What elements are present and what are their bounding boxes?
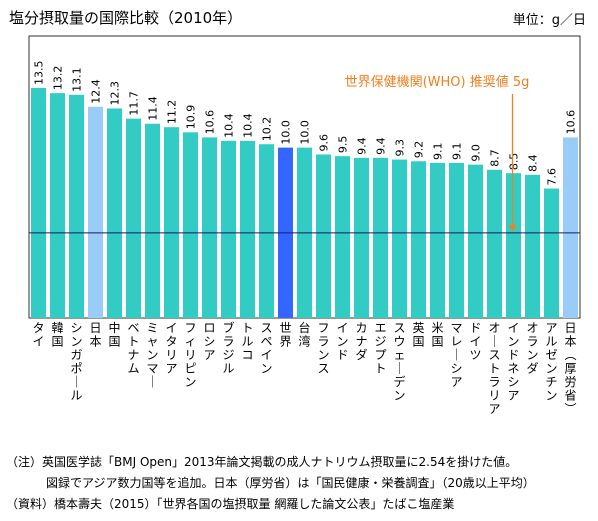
category-label: トルコ [241, 321, 253, 362]
category-label: フランス [317, 321, 329, 376]
value-label: 9.2 [413, 141, 426, 159]
who-arrow-head [508, 224, 517, 232]
bar [31, 88, 46, 318]
value-label: 13.2 [52, 66, 65, 91]
bar [525, 174, 540, 318]
category-label: ミャンマ｜ [146, 321, 158, 389]
value-label: 10.0 [280, 120, 293, 145]
bar [506, 173, 521, 318]
category-label: 世界 [279, 321, 291, 349]
category-label: スペイン [260, 321, 272, 376]
category-label: 日本 [89, 321, 101, 349]
bar [335, 156, 350, 318]
category-label: スウェ｜デン [393, 321, 405, 403]
bar [449, 162, 464, 318]
bar [354, 157, 369, 318]
category-label: 台湾 [298, 320, 310, 349]
category-label: ベトナム [127, 321, 139, 376]
value-label: 10.6 [565, 110, 578, 135]
bar [487, 169, 502, 318]
value-label: 9.4 [356, 137, 369, 155]
category-label: オ｜ストラリア [488, 321, 500, 416]
value-label: 10.9 [185, 105, 198, 130]
category-label: タイ [32, 321, 44, 349]
value-label: 11.7 [128, 91, 141, 116]
value-label: 13.1 [71, 67, 84, 92]
value-label: 13.5 [33, 61, 46, 86]
value-label: 10.6 [204, 110, 217, 135]
bar [88, 106, 103, 318]
category-label: ドイツ [469, 321, 481, 362]
category-label: 英国 [412, 321, 424, 349]
value-label: 9.4 [375, 137, 388, 155]
bar [202, 137, 217, 318]
bar [164, 127, 179, 319]
bar [240, 140, 255, 318]
bar [316, 154, 331, 318]
category-label: マレ｜シア [450, 321, 462, 389]
bar-chart: 13.5 タイ 13.2 韓国 13.1 シンガポ｜ル 12.4 日本 12.3 中国 11.7 ベト… [28, 35, 581, 416]
value-label: 12.4 [90, 79, 103, 104]
notes: （注）英国医学誌「BMJ Open」2013年論文掲載の成人ナトリウム摂取量に2… [6, 452, 535, 515]
value-label: 8.5 [508, 153, 521, 171]
bar [221, 140, 236, 318]
bar [411, 161, 426, 318]
bar [563, 137, 578, 318]
bar [50, 93, 65, 318]
value-label: 10.2 [261, 117, 274, 142]
value-label: 9.6 [318, 134, 331, 152]
unit-label: 単位：g／日 [512, 13, 586, 28]
bar [430, 162, 445, 318]
value-label: 11.4 [147, 96, 160, 121]
bar [392, 159, 407, 318]
value-label: 11.2 [166, 100, 179, 125]
category-label: 中国 [108, 320, 120, 349]
bar [373, 157, 388, 318]
category-label: オランダ [526, 321, 538, 376]
value-label: 8.4 [527, 154, 540, 172]
category-label: カナダ [355, 321, 367, 362]
note-2: 図録でアジア数力国等を追加。日本（厚労省）は「国民健康・栄養調査」（20歳以上平… [46, 476, 535, 490]
value-label: 9.0 [470, 144, 483, 162]
category-label: イタリア [165, 321, 177, 376]
value-label: 9.1 [451, 142, 464, 160]
category-label: 米国 [431, 321, 443, 349]
category-label: エジプト [374, 321, 386, 376]
who-label: 世界保健機関(WHO) 推奨値 5g [345, 74, 530, 90]
source-note: （資料）橋本壽夫（2015）「世界各国の塩摂取量 網羅した論文公表」たばこ塩産業 [6, 497, 455, 511]
category-label: 韓国 [51, 321, 63, 349]
value-label: 10.0 [299, 120, 312, 145]
category-label: ブラジル [222, 320, 234, 376]
note-1: （注）英国医学誌「BMJ Open」2013年論文掲載の成人ナトリウム摂取量に2… [6, 455, 518, 469]
value-label: 9.1 [432, 142, 445, 160]
bar [468, 164, 483, 318]
bar [145, 123, 160, 319]
category-label: 日本︵厚労省︶ [564, 321, 576, 416]
value-label: 10.4 [223, 113, 236, 138]
chart-title: 塩分摂取量の国際比較（2010年） [9, 9, 243, 27]
value-label: 9.3 [394, 139, 407, 157]
bar [544, 188, 559, 318]
bar [107, 108, 122, 318]
bar [259, 144, 274, 318]
value-label: 9.5 [337, 136, 350, 154]
value-label: 10.4 [242, 113, 255, 138]
value-label: 12.3 [109, 81, 122, 106]
category-label: ロシア [203, 321, 215, 362]
category-label: インド [336, 321, 348, 362]
category-label: シンガポ｜ル [70, 321, 82, 403]
value-label: 7.6 [546, 168, 559, 186]
category-label: アルゼンチン [545, 321, 557, 403]
bar [183, 132, 198, 318]
bar [69, 94, 84, 318]
value-label: 8.7 [489, 149, 502, 167]
bar [126, 118, 141, 319]
category-label: フィリピン [184, 321, 196, 389]
category-label: インドネシア [507, 321, 519, 403]
